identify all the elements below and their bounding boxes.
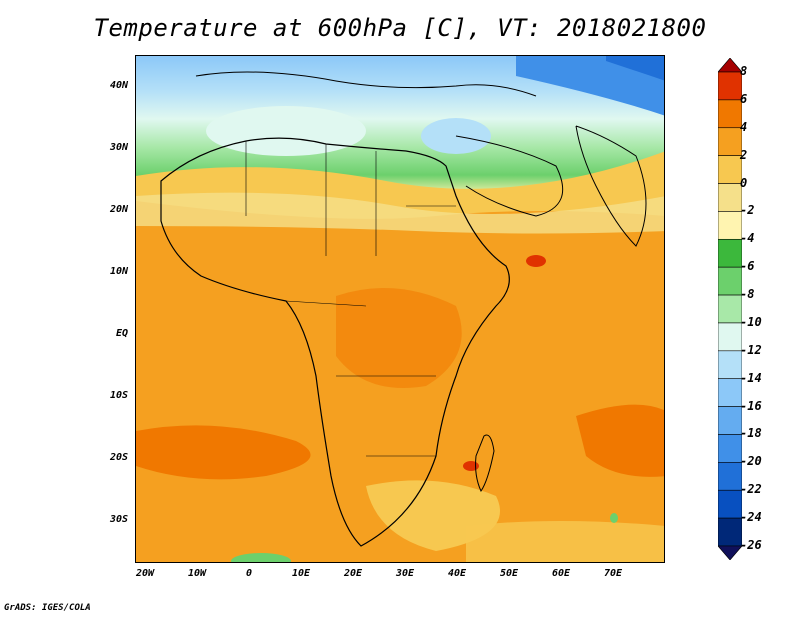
colorbar-label: 2 (740, 147, 748, 162)
colorbar-label: -12 (740, 342, 762, 357)
colorbar-label: -16 (740, 398, 762, 413)
colorbar-box (718, 350, 742, 380)
colorbar-label: -14 (740, 370, 762, 385)
lon-label: 50E (499, 568, 519, 579)
grads-credit: GrADS: IGES/COLA (4, 603, 91, 613)
lon-label: 0 (245, 568, 253, 579)
africa-coastline (160, 137, 510, 547)
arabia-coastline (455, 135, 564, 217)
colorbar-label: 6 (740, 91, 748, 106)
lat-label: 10N (109, 266, 128, 277)
india-coastline (575, 125, 647, 247)
lat-label: 20S (109, 452, 128, 463)
colorbar-label: 0 (740, 175, 748, 190)
lat-label: EQ (115, 328, 128, 339)
colorbar-box (718, 71, 742, 101)
colorbar-box (718, 183, 742, 212)
colorbar-label: -18 (740, 426, 762, 441)
colorbar-label: -10 (740, 314, 762, 329)
temperature-map (135, 55, 665, 563)
country-borders (245, 141, 456, 457)
lon-label: 60E (551, 568, 571, 579)
colorbar-box (718, 127, 742, 156)
colorbar (718, 58, 742, 560)
colorbar-box (718, 294, 742, 324)
colorbar-box (718, 322, 742, 352)
colorbar-label: -26 (740, 538, 762, 552)
lon-label: 10E (291, 568, 311, 579)
colorbar-box (718, 266, 742, 296)
colorbar-box (718, 155, 742, 184)
colorbar-box (718, 462, 742, 491)
colorbar-label: -6 (740, 259, 755, 274)
lat-label: 10S (109, 390, 128, 401)
colorbar-label: -8 (740, 287, 755, 302)
colorbar-box (718, 406, 742, 435)
europe-coastline (195, 71, 537, 97)
lat-label: 30N (109, 142, 128, 153)
lon-label: 20E (343, 568, 363, 579)
madagascar-coastline (475, 434, 495, 492)
temperature-field (136, 56, 664, 562)
lon-label: 70E (603, 568, 623, 579)
lon-label: 20W (135, 568, 155, 579)
colorbar-box (718, 434, 742, 463)
colorbar-box (718, 378, 742, 407)
lon-label: 40E (447, 568, 467, 579)
colorbar-label: -24 (740, 510, 762, 525)
colorbar-label: -20 (740, 454, 762, 469)
lat-label: 20N (109, 204, 128, 215)
colorbar-label: -4 (740, 231, 755, 246)
colorbar-box (718, 211, 742, 240)
colorbar-label: -2 (740, 203, 755, 218)
lon-label: 30E (395, 568, 415, 579)
colorbar-max-triangle (718, 58, 742, 73)
lat-label: 30S (109, 514, 128, 525)
colorbar-box (718, 99, 742, 129)
lon-label: 10W (187, 568, 207, 579)
colorbar-box (718, 489, 742, 519)
colorbar-min-triangle (718, 545, 742, 560)
colorbar-label: -22 (740, 482, 762, 497)
colorbar-label: 8 (740, 64, 748, 78)
map-title: Temperature at 600hPa [C], VT: 201802180… (93, 14, 707, 42)
colorbar-box (718, 238, 742, 268)
lat-label: 40N (109, 80, 128, 91)
colorbar-box (718, 517, 742, 547)
colorbar-label: 4 (740, 119, 748, 134)
